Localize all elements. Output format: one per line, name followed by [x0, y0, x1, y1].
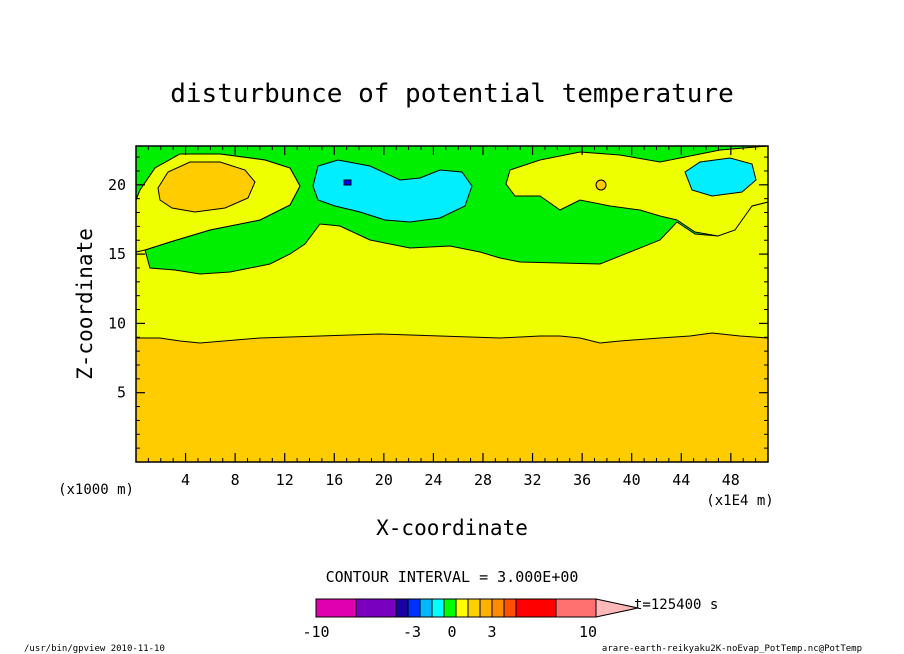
x-unit-left: (x1000 m) — [58, 482, 134, 498]
colorbar-swatch — [419, 598, 433, 618]
x-tick-label: 32 — [524, 471, 542, 489]
x-tick-label: 28 — [474, 471, 492, 489]
colorbar-swatch — [467, 598, 481, 618]
time-label: t=125400 s — [634, 597, 718, 613]
y-axis-label: Z-coordinate — [73, 228, 97, 380]
y-tick-label: 5 — [117, 384, 126, 402]
colorbar-label: 10 — [579, 623, 597, 641]
footer-left: /usr/bin/gpview 2010-11-10 — [24, 644, 165, 654]
x-unit-right: (x1E4 m) — [706, 493, 773, 509]
x-tick-label: 44 — [672, 471, 690, 489]
colorbar: -10 -3 0 3 10 — [302, 598, 639, 641]
colorbar-swatch — [315, 598, 357, 618]
contour-interval-label: CONTOUR INTERVAL = 3.000E+00 — [326, 568, 579, 586]
colorbar-swatch — [407, 598, 421, 618]
colorbar-swatch — [395, 598, 409, 618]
colorbar-label: 0 — [447, 623, 456, 641]
plot-area — [135, 145, 769, 463]
plot-frame — [135, 145, 769, 463]
colorbar-arrow — [595, 598, 639, 618]
x-tick-label: 16 — [325, 471, 343, 489]
x-tick-label: 24 — [424, 471, 442, 489]
colorbar-label: -10 — [302, 623, 329, 641]
y-tick-label: 10 — [108, 314, 126, 332]
colorbar-label: -3 — [403, 623, 421, 641]
chart-title: disturbunce of potential temperature — [170, 79, 734, 109]
colorbar-swatch — [443, 598, 457, 618]
x-tick-label: 36 — [573, 471, 591, 489]
y-tick-label: 20 — [108, 176, 126, 194]
region-cyan-center — [312, 159, 473, 223]
colorbar-swatch — [515, 598, 557, 618]
x-axis-label: X-coordinate — [376, 516, 528, 540]
x-tick-label: 48 — [722, 471, 740, 489]
region-orange-blob — [157, 161, 256, 213]
colorbar-swatch — [555, 598, 597, 618]
colorbar-swatch — [479, 598, 493, 618]
colorbar-swatch — [431, 598, 445, 618]
x-tick-label: 4 — [181, 471, 190, 489]
x-tick-label: 12 — [276, 471, 294, 489]
x-tick-label: 40 — [623, 471, 641, 489]
colorbar-swatch — [503, 598, 517, 618]
x-axis: 4 8 12 16 20 24 28 32 36 40 44 48 — [147, 146, 757, 489]
x-tick-label: 8 — [231, 471, 240, 489]
colorbar-swatch — [355, 598, 397, 618]
y-tick-label: 15 — [108, 245, 126, 263]
x-tick-label: 20 — [375, 471, 393, 489]
colorbar-label: 3 — [487, 623, 496, 641]
region-orange-small — [595, 179, 607, 191]
region-cyan-right — [684, 157, 757, 197]
colorbar-swatch — [455, 598, 469, 618]
y-axis: 5 10 15 20 — [108, 156, 768, 449]
footer-right: arare-earth-reikyaku2K-noEvap_PotTemp.nc… — [602, 644, 862, 654]
colorbar-swatch — [491, 598, 505, 618]
region-blue-speck — [343, 179, 352, 186]
